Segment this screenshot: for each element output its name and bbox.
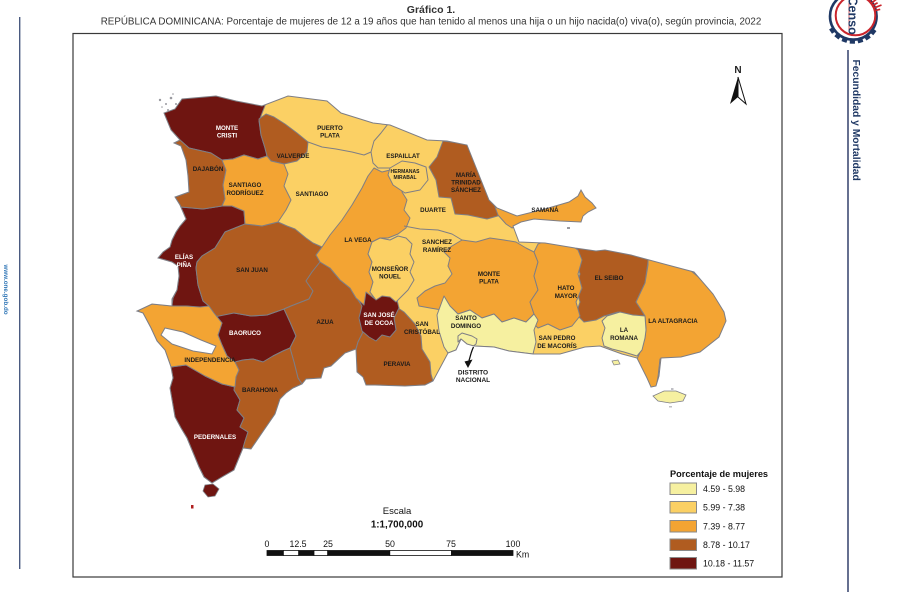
- svg-text:SANCHEZ: SANCHEZ: [422, 239, 452, 246]
- svg-text:INDEPENDENCIA: INDEPENDENCIA: [184, 357, 236, 364]
- svg-text:LA VEGA: LA VEGA: [344, 237, 372, 244]
- svg-text:NACIONAL: NACIONAL: [456, 377, 490, 384]
- svg-text:LA: LA: [620, 327, 629, 334]
- svg-text:EL SEIBO: EL SEIBO: [595, 275, 624, 282]
- svg-text:SAN JOSÉ: SAN JOSÉ: [363, 311, 394, 319]
- svg-text:CRISTI: CRISTI: [217, 133, 238, 140]
- svg-text:8.78 - 10.17: 8.78 - 10.17: [703, 540, 750, 550]
- svg-text:7.39 - 8.77: 7.39 - 8.77: [703, 522, 745, 532]
- svg-text:5.99 - 7.38: 5.99 - 7.38: [703, 503, 745, 513]
- svg-text:10.18 - 11.57: 10.18 - 11.57: [703, 559, 754, 569]
- svg-text:MARÍA: MARÍA: [456, 171, 477, 179]
- svg-text:75: 75: [446, 539, 456, 549]
- svg-text:0: 0: [265, 539, 270, 549]
- svg-text:ELÍAS: ELÍAS: [175, 253, 193, 261]
- svg-text:www.one.gob.do: www.one.gob.do: [2, 264, 9, 315]
- svg-text:PLATA: PLATA: [479, 279, 499, 286]
- svg-text:SAN JUAN: SAN JUAN: [236, 267, 268, 274]
- svg-text:PUERTO: PUERTO: [317, 125, 343, 132]
- svg-text:N: N: [734, 65, 741, 76]
- svg-text:PEDERNALES: PEDERNALES: [194, 434, 236, 441]
- svg-text:PERAVIA: PERAVIA: [383, 361, 411, 368]
- svg-text:RODRÍGUEZ: RODRÍGUEZ: [226, 189, 263, 197]
- svg-text:DE OCOA: DE OCOA: [365, 320, 394, 327]
- svg-text:REPÚBLICA DOMINICANA: Porcenta: REPÚBLICA DOMINICANA: Porcentaje de muje…: [101, 17, 762, 28]
- svg-text:SÁNCHEZ: SÁNCHEZ: [451, 187, 481, 194]
- svg-text:DOMINGO: DOMINGO: [451, 323, 481, 330]
- svg-text:25: 25: [323, 539, 333, 549]
- svg-text:PIÑA: PIÑA: [177, 262, 192, 269]
- svg-text:Escala: Escala: [383, 506, 412, 517]
- svg-text:Km: Km: [516, 550, 529, 560]
- svg-text:12.5: 12.5: [289, 539, 306, 549]
- svg-text:Gráfico 1.: Gráfico 1.: [407, 4, 456, 16]
- svg-text:100: 100: [506, 539, 521, 549]
- svg-text:TRINIDAD: TRINIDAD: [451, 180, 481, 187]
- svg-text:MIRABAL: MIRABAL: [393, 175, 416, 181]
- svg-text:RAMÍREZ: RAMÍREZ: [423, 246, 451, 254]
- svg-text:DISTRITO: DISTRITO: [458, 370, 488, 377]
- svg-text:MAYOR: MAYOR: [555, 293, 578, 300]
- svg-text:SAN: SAN: [415, 321, 429, 328]
- svg-text:SAMANÁ: SAMANÁ: [531, 207, 559, 214]
- svg-text:HERMANAS: HERMANAS: [391, 169, 421, 175]
- svg-text:VALVERDE: VALVERDE: [277, 153, 310, 160]
- svg-text:SANTIAGO: SANTIAGO: [229, 182, 262, 189]
- svg-text:MONTE: MONTE: [216, 125, 238, 132]
- svg-text:Censo: Censo: [846, 0, 860, 35]
- svg-text:DUARTE: DUARTE: [420, 207, 446, 214]
- svg-text:1:1,700,000: 1:1,700,000: [371, 520, 424, 531]
- svg-text:DAJABÓN: DAJABÓN: [193, 165, 224, 173]
- svg-text:ROMANA: ROMANA: [610, 335, 638, 342]
- svg-text:ESPAILLAT: ESPAILLAT: [386, 153, 420, 160]
- svg-text:CRISTÓBAL: CRISTÓBAL: [404, 328, 440, 336]
- svg-text:50: 50: [385, 539, 395, 549]
- svg-text:4.59 - 5.98: 4.59 - 5.98: [703, 484, 745, 494]
- svg-text:LA ALTAGRACIA: LA ALTAGRACIA: [648, 318, 698, 325]
- svg-text:DE MACORÍS: DE MACORÍS: [537, 342, 577, 350]
- svg-text:BAORUCO: BAORUCO: [229, 330, 261, 337]
- svg-text:Fecundidad y Mortalidad: Fecundidad y Mortalidad: [850, 60, 861, 181]
- svg-text:SANTO: SANTO: [455, 315, 477, 322]
- svg-text:BARAHONA: BARAHONA: [242, 387, 279, 394]
- svg-text:MONTE: MONTE: [478, 271, 500, 278]
- svg-text:NOUEL: NOUEL: [379, 274, 401, 281]
- svg-text:SAN PEDRO: SAN PEDRO: [539, 335, 576, 342]
- svg-text:AZUA: AZUA: [316, 319, 334, 326]
- svg-text:SANTIAGO: SANTIAGO: [296, 191, 329, 198]
- svg-text:Porcentaje de mujeres: Porcentaje de mujeres: [670, 469, 768, 479]
- svg-text:MONSEÑOR: MONSEÑOR: [372, 266, 409, 273]
- svg-text:HATO: HATO: [558, 285, 575, 292]
- svg-text:PLATA: PLATA: [320, 133, 340, 140]
